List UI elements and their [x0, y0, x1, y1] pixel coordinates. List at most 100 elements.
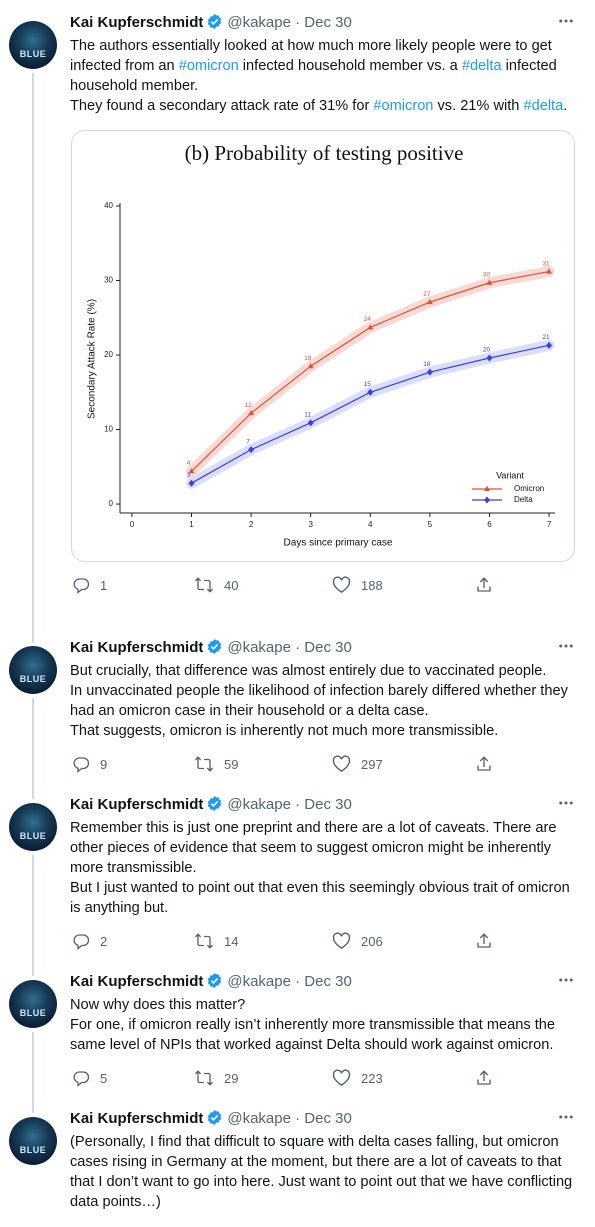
- point: [426, 368, 433, 376]
- legend-label: Delta: [514, 495, 533, 504]
- tweet-meta: @kakape · Dec 30: [227, 639, 352, 656]
- point: [486, 354, 493, 362]
- x-tick-label: 3: [308, 520, 313, 529]
- retweet-count: 59: [224, 756, 239, 772]
- thread-line: [32, 698, 34, 799]
- like-count: 223: [361, 1070, 383, 1086]
- verified-badge: [206, 972, 223, 996]
- tweet-text: Remember this is just one preprint and t…: [70, 818, 573, 918]
- more-button[interactable]: [557, 12, 575, 37]
- verified-badge: [206, 1109, 223, 1133]
- reply-button[interactable]: 9: [72, 753, 107, 775]
- author-name[interactable]: Kai Kupferschmidt: [70, 973, 204, 990]
- hashtag[interactable]: #omicron: [373, 98, 434, 114]
- avatar[interactable]: BLUE: [9, 646, 57, 694]
- author-name[interactable]: Kai Kupferschmidt: [70, 14, 204, 31]
- point: [248, 446, 255, 454]
- retweet-button[interactable]: 40: [194, 574, 238, 596]
- point: [546, 341, 553, 349]
- share-button[interactable]: [475, 574, 493, 596]
- share-button[interactable]: [475, 930, 493, 952]
- like-button[interactable]: 297: [332, 753, 383, 775]
- avatar[interactable]: BLUE: [9, 1117, 57, 1165]
- more-button[interactable]: [557, 971, 575, 996]
- paragraph: The authors essentially looked at how mu…: [70, 36, 573, 96]
- value-label: 18: [423, 361, 431, 368]
- x-tick-label: 6: [487, 520, 492, 529]
- more-button[interactable]: [557, 794, 575, 819]
- like-count: 188: [361, 577, 383, 593]
- point: [426, 298, 433, 305]
- hashtag[interactable]: #delta: [461, 58, 502, 74]
- retweet-button[interactable]: 59: [194, 753, 238, 775]
- chart-title: (b) Probability of testing positive: [185, 141, 464, 165]
- point: [307, 419, 314, 427]
- author-name[interactable]: Kai Kupferschmidt: [70, 1110, 204, 1127]
- avatar-label: BLUE: [19, 49, 47, 59]
- reply-button[interactable]: 5: [72, 1067, 107, 1089]
- avatar-label: BLUE: [19, 674, 47, 684]
- reply-count: 5: [100, 1070, 108, 1086]
- value-label: 3: [187, 472, 191, 479]
- text-run: (Personally, I find that difficult to sq…: [70, 1134, 573, 1210]
- x-tick-label: 4: [368, 520, 373, 529]
- share-button[interactable]: [475, 1067, 493, 1089]
- retweet-count: 14: [224, 933, 239, 949]
- text-run: But crucially, that difference was almos…: [70, 663, 547, 679]
- action-bar: 1 40 188: [70, 574, 575, 596]
- more-button[interactable]: [557, 1108, 575, 1133]
- author-name[interactable]: Kai Kupferschmidt: [70, 796, 204, 813]
- text-run: In unvaccinated people the likelihood of…: [70, 683, 568, 719]
- text-run: The authors essentially looked at how mu…: [70, 38, 552, 74]
- reply-count: 2: [100, 933, 108, 949]
- paragraph: In unvaccinated people the likelihood of…: [70, 681, 573, 721]
- avatar-label: BLUE: [19, 831, 47, 841]
- hashtag[interactable]: #delta: [523, 98, 564, 114]
- avatar[interactable]: BLUE: [9, 21, 57, 69]
- retweet-count: 29: [224, 1070, 239, 1086]
- reply-button[interactable]: 1: [72, 574, 107, 596]
- tweet-text: The authors essentially looked at how mu…: [70, 36, 573, 116]
- tweet-content: Kai Kupferschmidt @kakape · Dec 30 Now why…: [70, 971, 575, 1089]
- y-tick-label: 10: [104, 425, 113, 434]
- retweet-button[interactable]: 14: [194, 930, 238, 952]
- tweet-meta: @kakape · Dec 30: [227, 14, 352, 31]
- like-button[interactable]: 223: [332, 1067, 383, 1089]
- tweet-text: Now why does this matter? For one, if omi…: [70, 995, 573, 1055]
- avatar-label: BLUE: [19, 1008, 47, 1018]
- point: [546, 268, 553, 274]
- tweet-header: Kai Kupferschmidt @kakape · Dec 30: [70, 971, 575, 993]
- text-run: infected household member vs. a: [238, 58, 462, 74]
- action-bar: 2 14 206: [70, 930, 575, 952]
- reply-button[interactable]: 2: [72, 930, 107, 952]
- like-button[interactable]: 188: [332, 574, 383, 596]
- retweet-button[interactable]: 29: [194, 1067, 238, 1089]
- legend-marker: [484, 496, 490, 504]
- avatar[interactable]: BLUE: [9, 803, 57, 851]
- thread-line: [32, 855, 34, 976]
- x-tick-label: 2: [249, 520, 254, 529]
- avatar[interactable]: BLUE: [9, 980, 57, 1028]
- share-button[interactable]: [475, 753, 493, 775]
- tweet-header: Kai Kupferschmidt @kakape · Dec 30: [70, 12, 575, 34]
- series-line: [191, 270, 550, 472]
- author-name[interactable]: Kai Kupferschmidt: [70, 639, 204, 656]
- hashtag[interactable]: #omicron: [178, 58, 239, 74]
- value-label: 21: [542, 334, 550, 341]
- paragraph: For one, if omicron really isn’t inheren…: [70, 1015, 573, 1055]
- value-label: 12: [244, 402, 252, 409]
- x-tick-label: 0: [130, 520, 135, 529]
- value-label: 20: [483, 347, 491, 354]
- verified-badge: [206, 795, 223, 819]
- tweet-meta: @kakape · Dec 30: [227, 973, 352, 990]
- text-run: That suggests, omicron is inherently not…: [70, 723, 499, 739]
- avatar-label: BLUE: [19, 1145, 47, 1155]
- legend-marker: [484, 485, 490, 491]
- tweet-meta: @kakape · Dec 30: [227, 796, 352, 813]
- more-button[interactable]: [557, 637, 575, 662]
- paragraph: (Personally, I find that difficult to sq…: [70, 1132, 573, 1212]
- x-tick-label: 5: [428, 520, 433, 529]
- like-button[interactable]: 206: [332, 930, 383, 952]
- text-run: They found a secondary attack rate of 31…: [70, 98, 374, 114]
